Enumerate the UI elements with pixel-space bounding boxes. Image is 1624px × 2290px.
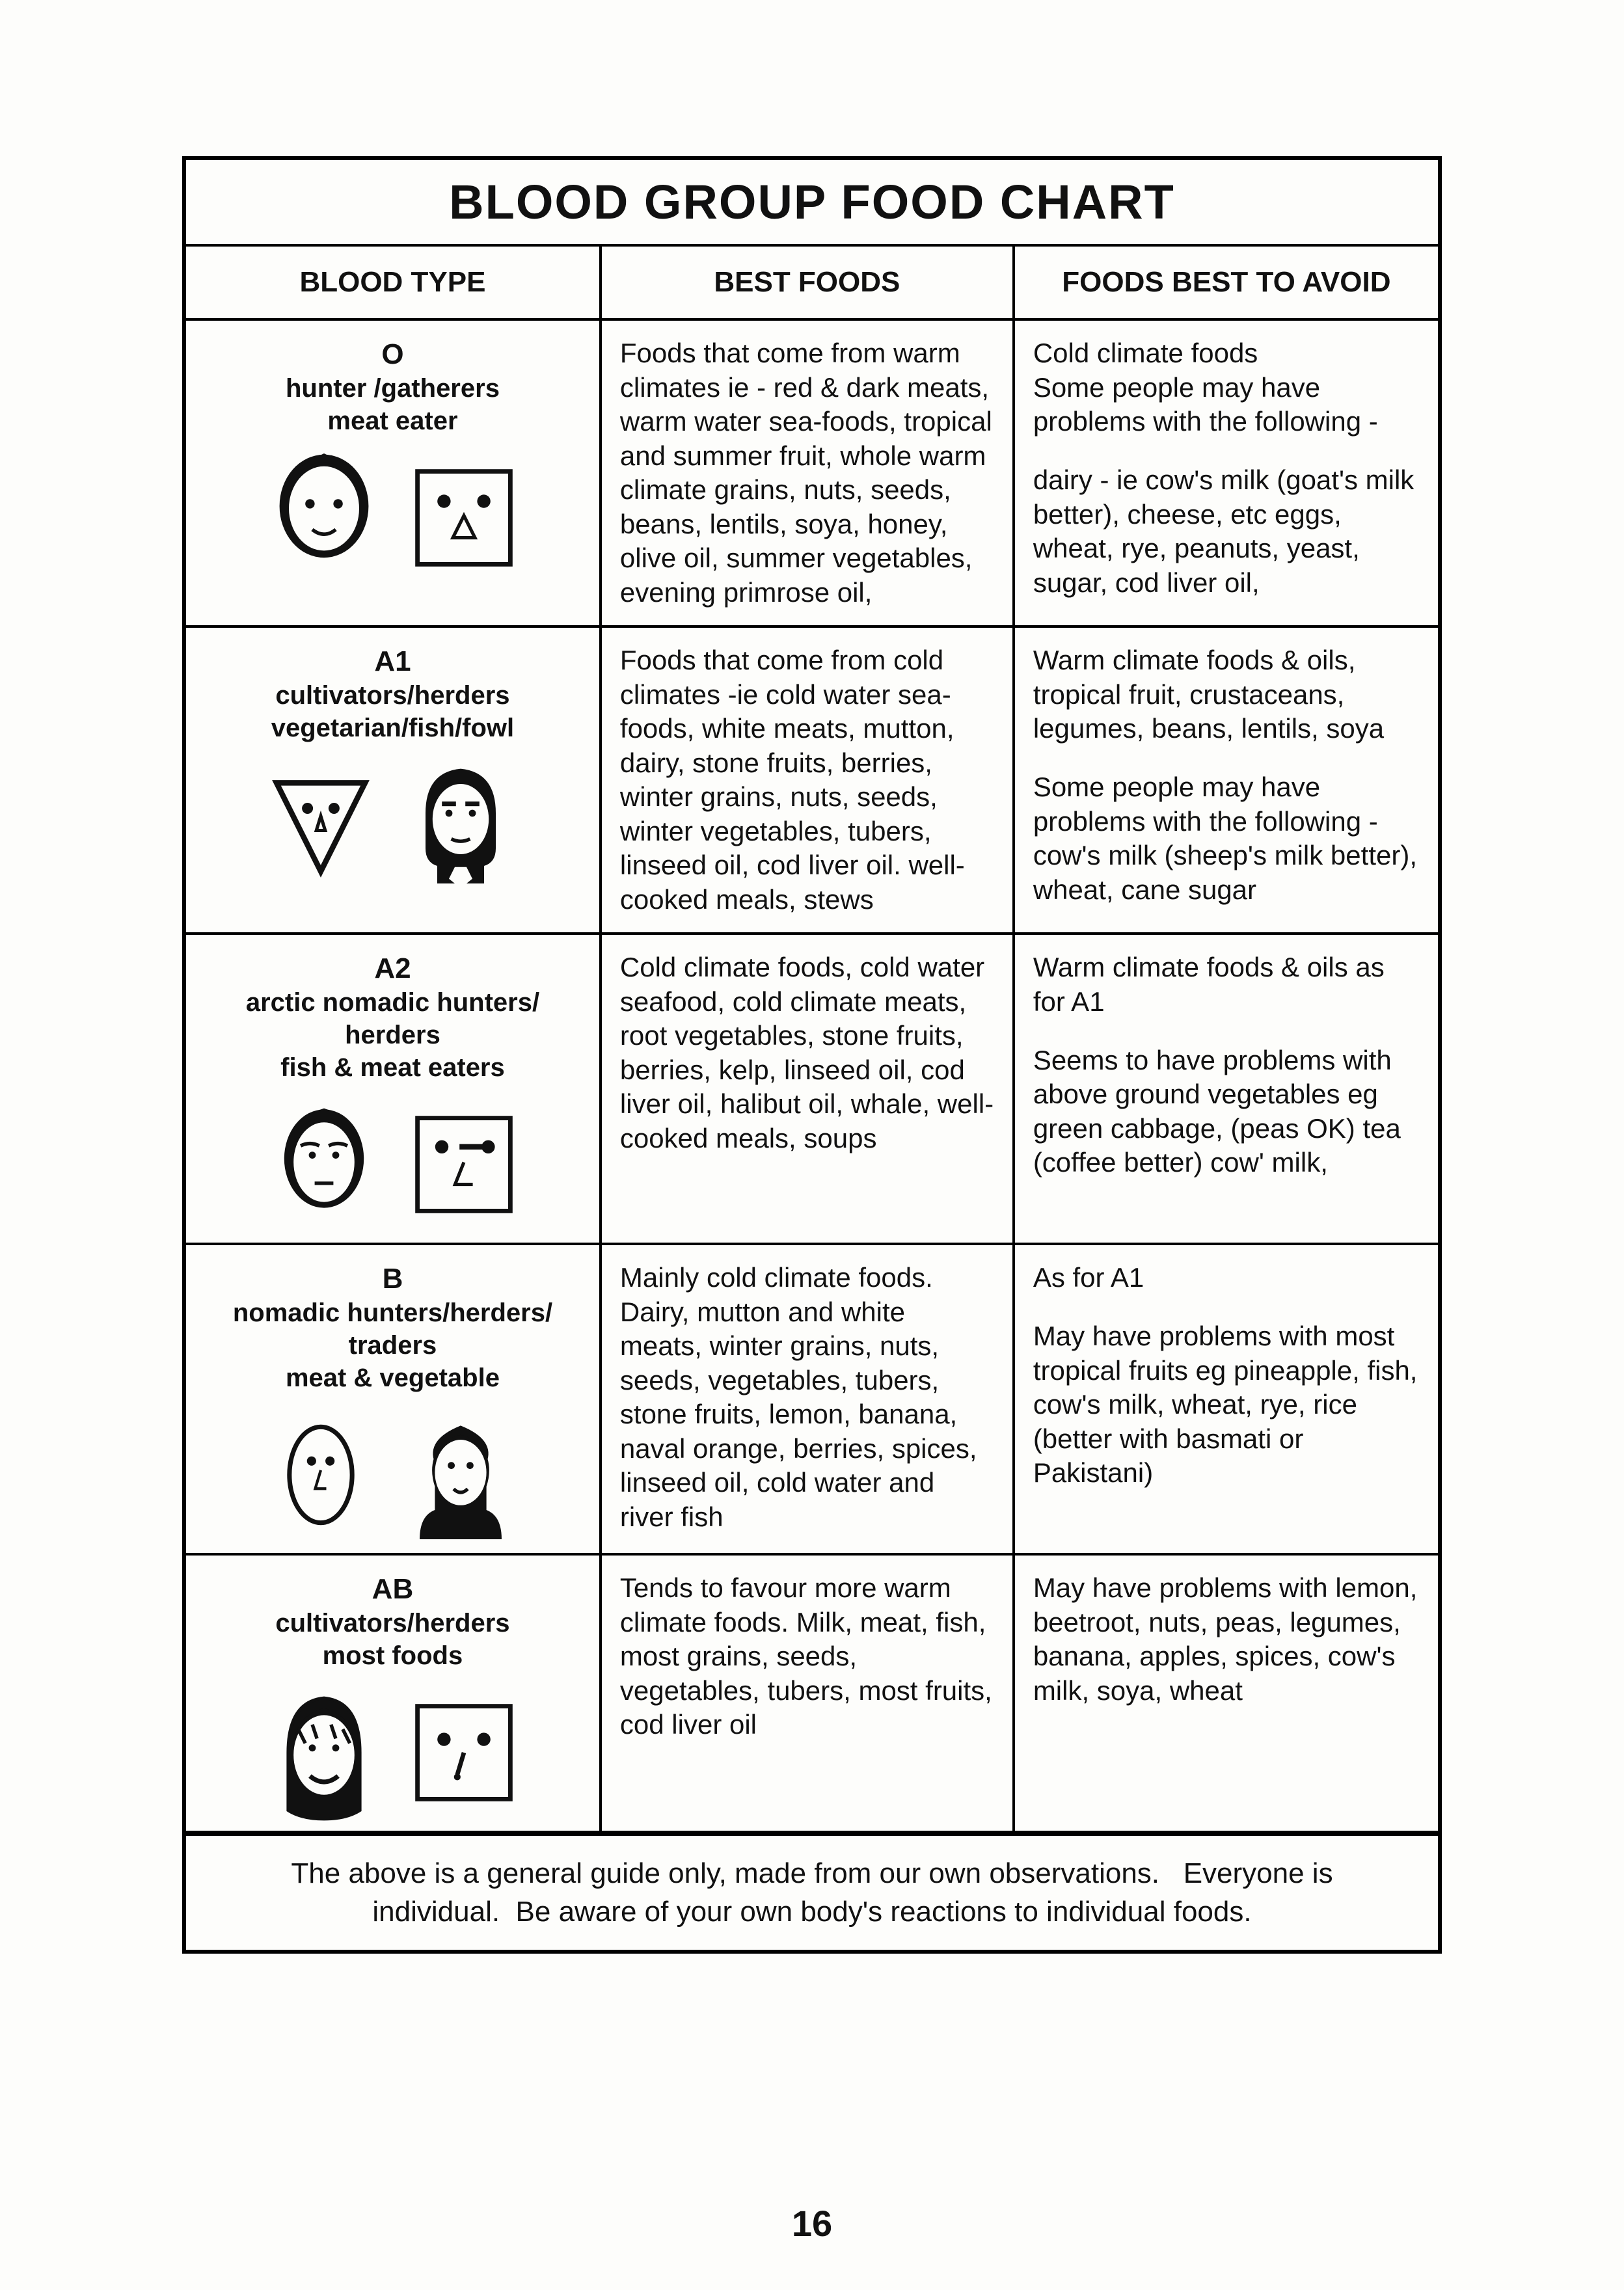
avoid-p1: As for A1 <box>1033 1262 1144 1293</box>
type-desc: nomadic hunters/herders/ traders <box>204 1297 581 1362</box>
best-foods-cell: Mainly cold climate foods. Dairy, mutton… <box>599 1245 1012 1553</box>
type-trait: most foods <box>204 1639 581 1672</box>
document-page: BLOOD GROUP FOOD CHART BLOOD TYPE BEST F… <box>0 0 1624 2290</box>
best-foods-cell: Cold climate foods, cold water seafood, … <box>599 935 1012 1243</box>
avoid-p2: Some people may have problems with the f… <box>1033 772 1417 905</box>
portrait-icon <box>265 1093 383 1236</box>
type-trait: meat eater <box>204 405 581 437</box>
avoid-p1: Cold climate foods Some people may have … <box>1033 338 1378 437</box>
type-desc: arctic nomadic hunters/ herders <box>204 986 581 1051</box>
icon-row <box>204 1403 581 1546</box>
avoid-foods-cell: May have problems with lemon, beetroot, … <box>1012 1556 1438 1831</box>
type-cell: A1 cultivators/herders vegetarian/fish/f… <box>186 628 599 932</box>
portrait-icon <box>402 753 519 896</box>
table-row: AB cultivators/herders most foods Tends … <box>186 1556 1438 1833</box>
type-code: B <box>204 1261 581 1297</box>
face-shape-icon <box>409 1109 519 1220</box>
type-code: AB <box>204 1571 581 1607</box>
face-shape-icon <box>265 1420 376 1530</box>
avoid-p2: Seems to have problems with above ground… <box>1033 1045 1401 1178</box>
avoid-p1: Warm climate foods & oils, tropical frui… <box>1033 645 1384 744</box>
type-trait: fish & meat eaters <box>204 1051 581 1084</box>
chart-title: BLOOD GROUP FOOD CHART <box>186 160 1438 247</box>
best-foods-cell: Tends to favour more warm climate foods.… <box>599 1556 1012 1831</box>
best-foods-cell: Foods that come from warm climates ie - … <box>599 321 1012 625</box>
header-best-foods: BEST FOODS <box>599 247 1012 318</box>
avoid-foods-cell: As for A1 May have problems with most tr… <box>1012 1245 1438 1553</box>
type-code: A1 <box>204 643 581 679</box>
type-desc: cultivators/herders <box>204 679 581 712</box>
type-desc: hunter /gatherers <box>204 372 581 405</box>
type-trait: meat & vegetable <box>204 1362 581 1394</box>
footnote: The above is a general guide only, made … <box>186 1833 1438 1950</box>
type-desc: cultivators/herders <box>204 1607 581 1639</box>
avoid-p2: dairy - ie cow's milk (goat's milk bette… <box>1033 465 1414 598</box>
type-trait: vegetarian/fish/fowl <box>204 712 581 744</box>
best-foods-cell: Foods that come from cold climates -ie c… <box>599 628 1012 932</box>
food-chart-table: BLOOD GROUP FOOD CHART BLOOD TYPE BEST F… <box>182 156 1442 1954</box>
avoid-p1: Warm climate foods & oils as for A1 <box>1033 952 1385 1017</box>
face-shape-icon <box>409 1697 519 1808</box>
header-foods-avoid: FOODS BEST TO AVOID <box>1012 247 1438 318</box>
face-shape-icon <box>409 463 519 573</box>
avoid-p1: May have problems with lemon, beetroot, … <box>1033 1572 1418 1706</box>
avoid-foods-cell: Cold climate foods Some people may have … <box>1012 321 1438 625</box>
face-shape-icon <box>265 770 376 880</box>
header-blood-type: BLOOD TYPE <box>186 247 599 318</box>
table-row: B nomadic hunters/herders/ traders meat … <box>186 1245 1438 1556</box>
icon-row <box>204 446 581 589</box>
table-row: O hunter /gatherers meat eater Foods tha… <box>186 321 1438 628</box>
portrait-icon <box>265 446 383 589</box>
type-cell: B nomadic hunters/herders/ traders meat … <box>186 1245 599 1553</box>
portrait-icon <box>265 1681 383 1824</box>
portrait-icon <box>402 1403 519 1546</box>
avoid-foods-cell: Warm climate foods & oils, tropical frui… <box>1012 628 1438 932</box>
table-row: A1 cultivators/herders vegetarian/fish/f… <box>186 628 1438 935</box>
avoid-foods-cell: Warm climate foods & oils as for A1 Seem… <box>1012 935 1438 1243</box>
icon-row <box>204 753 581 896</box>
type-cell: O hunter /gatherers meat eater <box>186 321 599 625</box>
icon-row <box>204 1681 581 1824</box>
type-cell: AB cultivators/herders most foods <box>186 1556 599 1831</box>
type-cell: A2 arctic nomadic hunters/ herders fish … <box>186 935 599 1243</box>
avoid-p2: May have problems with most tropical fru… <box>1033 1321 1418 1488</box>
table-header-row: BLOOD TYPE BEST FOODS FOODS BEST TO AVOI… <box>186 247 1438 321</box>
icon-row <box>204 1093 581 1236</box>
type-code: O <box>204 336 581 372</box>
table-row: A2 arctic nomadic hunters/ herders fish … <box>186 935 1438 1245</box>
type-code: A2 <box>204 950 581 986</box>
page-number: 16 <box>0 2202 1624 2244</box>
